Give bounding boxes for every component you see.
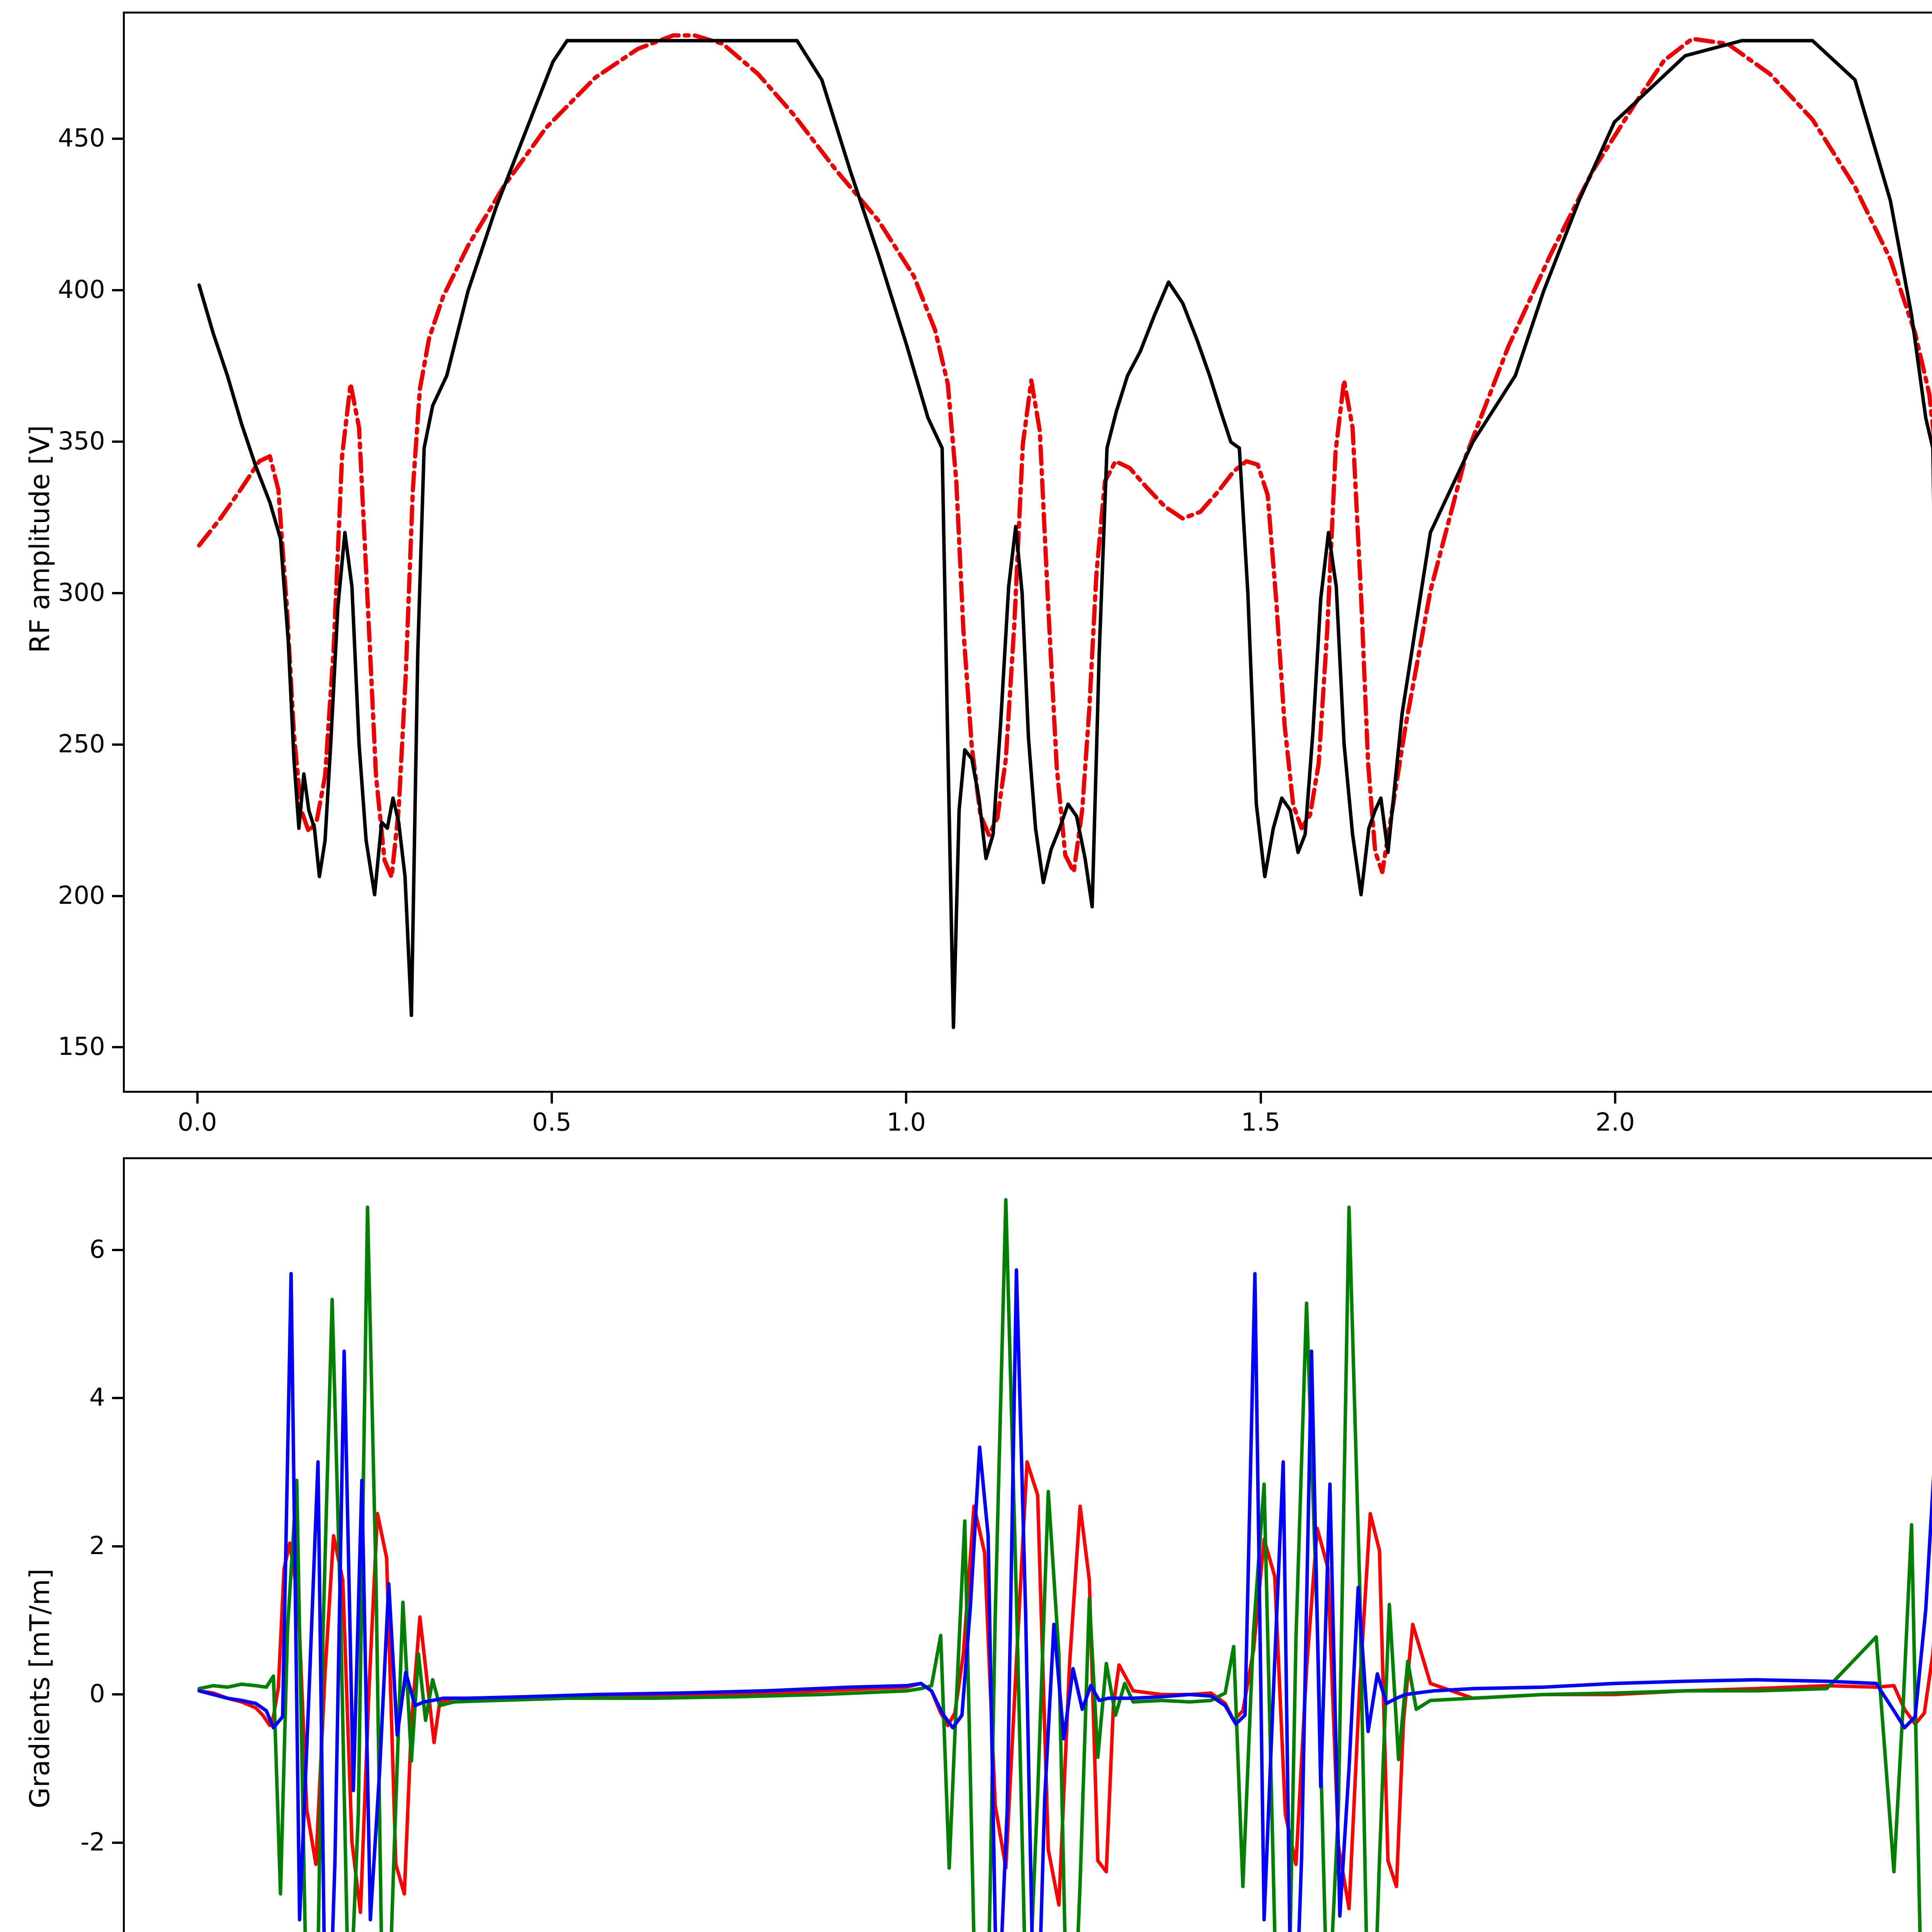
tick-label: 400 — [58, 276, 105, 304]
tick-label: 200 — [58, 881, 105, 910]
tick-mark — [196, 1093, 199, 1104]
tick-mark — [112, 1545, 123, 1548]
tick-label: 250 — [58, 730, 105, 759]
tick-mark — [112, 1046, 123, 1049]
tick-mark — [1259, 1093, 1262, 1104]
tick-mark — [551, 1093, 553, 1104]
tick-mark — [1614, 1093, 1617, 1104]
tick-mark — [112, 1841, 123, 1844]
tick-label: 1.5 — [1241, 1108, 1281, 1137]
tick-label: 0.5 — [532, 1108, 571, 1137]
tick-mark — [112, 440, 123, 443]
tick-mark — [112, 895, 123, 897]
tick-mark — [112, 1397, 123, 1400]
tick-label: 450 — [58, 124, 105, 153]
gradients-panel — [123, 1157, 1932, 1932]
rf-plot-area — [197, 33, 1932, 1029]
tick-label: 0 — [89, 1680, 105, 1709]
tick-mark — [112, 592, 123, 594]
tick-mark — [112, 138, 123, 140]
tick-label: 2 — [89, 1531, 105, 1560]
tick-label: 0.0 — [177, 1108, 217, 1137]
tick-mark — [905, 1093, 908, 1104]
tick-mark — [112, 1693, 123, 1696]
tick-label: 150 — [58, 1032, 105, 1061]
tick-label: 1.0 — [886, 1108, 926, 1137]
tick-label: 6 — [89, 1235, 105, 1264]
tick-mark — [112, 743, 123, 746]
gradients-axis-label: Gradients [mT/m] — [24, 1568, 56, 1808]
tick-label: -2 — [80, 1828, 105, 1857]
tick-mark — [112, 1248, 123, 1251]
tick-label: 300 — [58, 578, 105, 607]
tick-label: 350 — [58, 427, 105, 456]
tick-label: 2.0 — [1595, 1108, 1635, 1137]
rf-panel — [123, 12, 1932, 1093]
gradients-plot-area — [197, 1198, 1932, 1932]
rf-amplitude-axis-label: RF amplitude [V] — [24, 425, 56, 653]
tick-mark — [112, 289, 123, 292]
tick-label: 4 — [89, 1383, 105, 1412]
